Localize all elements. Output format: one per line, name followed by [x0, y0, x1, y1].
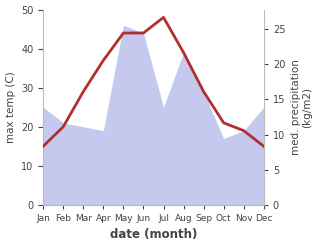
- X-axis label: date (month): date (month): [110, 228, 197, 242]
- Y-axis label: med. precipitation
(kg/m2): med. precipitation (kg/m2): [291, 59, 313, 155]
- Y-axis label: max temp (C): max temp (C): [5, 71, 16, 143]
